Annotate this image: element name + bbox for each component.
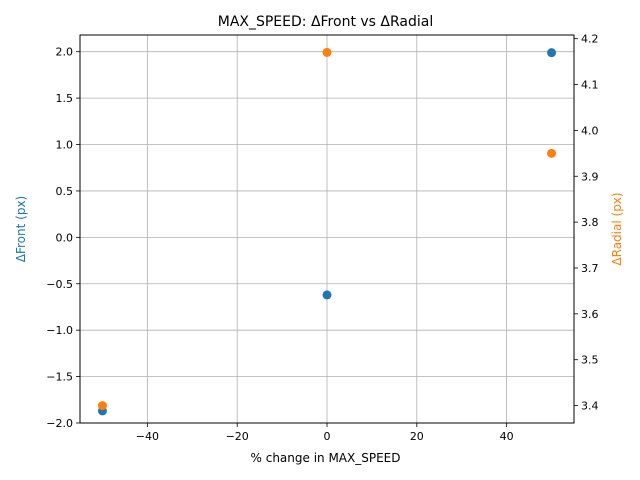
right-y-tick-label: 3.6 <box>581 308 599 321</box>
x-axis-label: % change in MAX_SPEED <box>251 451 401 465</box>
x-tick-label: −40 <box>136 430 159 443</box>
chart-title: MAX_SPEED: ΔFront vs ΔRadial <box>218 14 434 30</box>
left-y-axis-label: ΔFront (px) <box>14 196 28 262</box>
left-y-tick-label: 0.0 <box>56 231 74 244</box>
right-y-tick-label: 3.4 <box>581 400 599 413</box>
left-y-tick-label: −1.5 <box>46 371 73 384</box>
right-y-tick-label: 3.8 <box>581 216 599 229</box>
left-y-tick-label: −0.5 <box>46 278 73 291</box>
left-y-tick-label: 1.5 <box>56 92 74 105</box>
x-tick-label: 0 <box>324 430 331 443</box>
right-y-tick-label: 3.9 <box>581 170 599 183</box>
right-y-axis-ticks: 3.4 3.5 3.6 3.7 3.8 3.9 4.0 4.1 4.2 <box>574 33 599 413</box>
data-points <box>97 47 557 416</box>
left-y-tick-label: −1.0 <box>46 324 73 337</box>
radial-data-point <box>322 47 332 57</box>
left-y-tick-label: 2.0 <box>56 46 74 59</box>
front-data-point <box>547 48 557 58</box>
front-data-point <box>322 290 332 300</box>
right-y-axis-label: ΔRadial (px) <box>610 192 624 265</box>
left-y-tick-label: 1.0 <box>56 139 74 152</box>
radial-data-point <box>97 401 107 411</box>
right-y-tick-label: 4.1 <box>581 79 599 92</box>
right-y-tick-label: 3.7 <box>581 262 599 275</box>
left-y-tick-label: −2.0 <box>46 417 73 430</box>
right-y-tick-label: 3.5 <box>581 354 599 367</box>
left-y-tick-label: 0.5 <box>56 185 74 198</box>
x-tick-label: 40 <box>500 430 514 443</box>
left-y-axis-ticks: −2.0 −1.5 −1.0 −0.5 0.0 0.5 1.0 1.5 2.0 <box>46 46 80 430</box>
gridlines <box>80 35 574 424</box>
radial-data-point <box>547 148 557 158</box>
right-y-tick-label: 4.2 <box>581 33 599 46</box>
x-axis-ticks: −40 −20 0 20 40 <box>136 423 514 443</box>
x-tick-label: −20 <box>226 430 249 443</box>
x-tick-label: 20 <box>410 430 424 443</box>
right-y-tick-label: 4.0 <box>581 124 599 137</box>
